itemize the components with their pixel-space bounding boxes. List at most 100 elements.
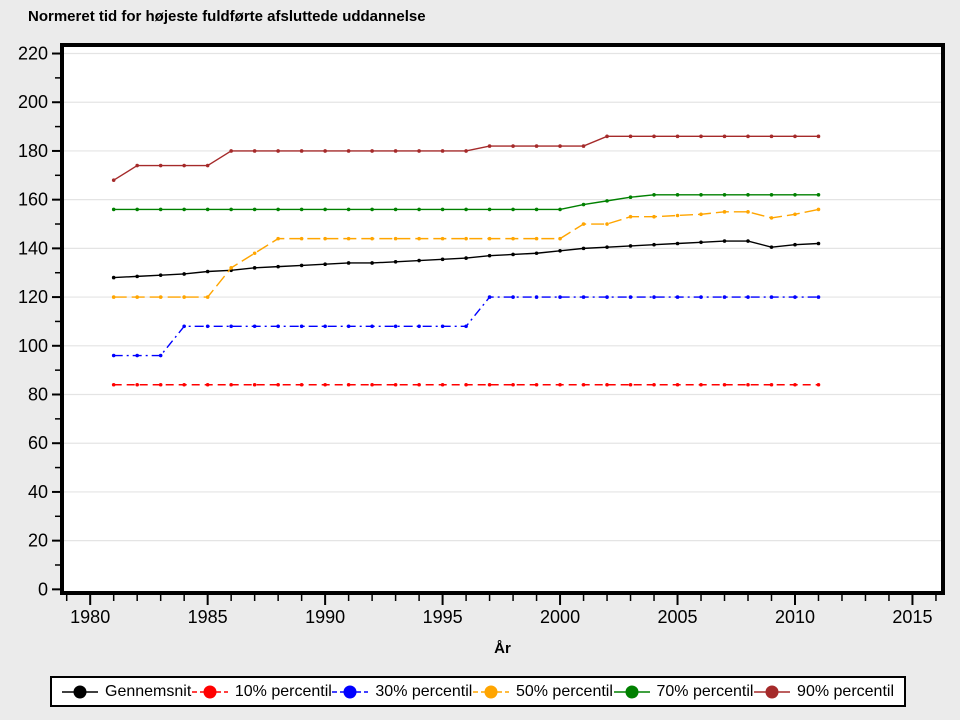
data-point-marker: [699, 295, 703, 299]
data-point-marker: [393, 207, 398, 212]
data-point-marker: [628, 295, 633, 299]
data-point-marker: [158, 353, 163, 358]
data-point-marker: [111, 353, 116, 358]
data-point-marker: [111, 295, 116, 299]
data-point-marker: [205, 269, 210, 274]
data-point-marker: [229, 149, 233, 153]
legend-marker-30-percentil-icon: [332, 685, 369, 698]
y-tick-label: 20: [28, 531, 48, 551]
data-point-marker: [299, 149, 304, 153]
data-point-marker: [229, 207, 233, 212]
data-point-marker: [370, 236, 374, 241]
x-tick-label: 1980: [70, 607, 110, 627]
data-point-marker: [769, 134, 774, 139]
data-point-marker: [182, 295, 186, 299]
data-point-marker: [182, 382, 186, 387]
data-point-marker: [699, 134, 703, 139]
data-point-marker: [628, 214, 633, 219]
data-point-marker: [205, 382, 210, 387]
data-point-marker: [628, 382, 633, 387]
data-point-marker: [346, 207, 351, 212]
data-point-marker: [628, 195, 633, 200]
data-point-marker: [346, 324, 351, 329]
legend-dot: [73, 685, 87, 698]
data-point-marker: [605, 199, 609, 203]
data-point-marker: [699, 240, 703, 245]
series-gennemsnit: [111, 239, 821, 280]
data-point-marker: [816, 241, 821, 246]
data-point-marker: [581, 144, 586, 148]
data-point-marker: [393, 324, 398, 329]
legend-dot: [484, 685, 498, 698]
data-point-marker: [746, 295, 750, 299]
data-point-marker: [605, 295, 609, 299]
data-point-marker: [135, 382, 139, 387]
data-point-marker: [346, 149, 351, 153]
data-point-marker: [370, 261, 374, 265]
data-point-marker: [440, 207, 445, 212]
data-point-marker: [135, 163, 139, 168]
y-tick-label: 220: [18, 44, 48, 64]
y-tick-label: 160: [18, 190, 48, 210]
data-point-marker: [393, 149, 398, 153]
data-point-marker: [158, 163, 163, 168]
data-point-marker: [323, 207, 327, 212]
data-point-marker: [769, 295, 774, 299]
data-point-marker: [675, 134, 680, 139]
y-tick-label: 0: [38, 579, 48, 599]
legend-item-30-percentil: 30% percentil: [332, 683, 472, 701]
data-point-marker: [558, 295, 562, 299]
x-tick-label: 2000: [540, 607, 580, 627]
data-point-marker: [464, 382, 468, 387]
legend-label: 10% percentil: [234, 682, 332, 700]
data-point-marker: [346, 236, 351, 241]
data-point-marker: [652, 214, 656, 219]
legend-item-70-percentil: 70% percentil: [613, 683, 753, 701]
y-tick-label: 200: [18, 92, 48, 112]
data-point-marker: [722, 382, 727, 387]
plot-background: [62, 45, 943, 593]
data-point-marker: [581, 222, 586, 226]
data-point-marker: [323, 149, 327, 153]
data-point-marker: [487, 207, 492, 212]
data-point-marker: [793, 382, 797, 387]
data-point-marker: [558, 207, 562, 212]
data-point-marker: [816, 192, 821, 197]
data-point-marker: [464, 236, 468, 241]
data-point-marker: [511, 295, 515, 299]
data-point-marker: [769, 216, 774, 220]
data-point-marker: [111, 275, 116, 280]
data-point-marker: [417, 149, 421, 153]
legend-item-gennemsnit: Gennemsnit: [62, 683, 191, 701]
data-point-marker: [816, 134, 821, 139]
data-point-marker: [511, 382, 515, 387]
data-point-marker: [675, 295, 680, 299]
data-point-marker: [605, 134, 609, 139]
series-50-percentil: [111, 207, 821, 299]
data-point-marker: [652, 295, 656, 299]
data-point-marker: [299, 207, 304, 212]
data-point-marker: [464, 256, 468, 260]
data-point-marker: [135, 295, 139, 299]
data-point-marker: [440, 257, 445, 262]
data-point-marker: [534, 295, 539, 299]
legend-label: 50% percentil: [515, 682, 613, 700]
legend-item-50-percentil: 50% percentil: [472, 682, 613, 701]
data-point-marker: [276, 236, 280, 241]
legend-marker-gennemsnit-icon: [62, 685, 98, 698]
y-tick-label: 140: [18, 238, 48, 258]
data-point-marker: [816, 207, 821, 212]
data-point-marker: [252, 324, 257, 329]
data-point-marker: [746, 382, 750, 387]
data-point-marker: [135, 274, 139, 279]
data-point-marker: [511, 144, 515, 148]
data-point-marker: [746, 134, 750, 139]
data-point-marker: [652, 134, 656, 139]
data-point-marker: [111, 178, 116, 182]
data-point-marker: [675, 241, 680, 246]
data-point-marker: [346, 382, 351, 387]
legend-dot: [343, 685, 357, 698]
data-point-marker: [323, 382, 327, 387]
data-point-marker: [511, 236, 515, 241]
